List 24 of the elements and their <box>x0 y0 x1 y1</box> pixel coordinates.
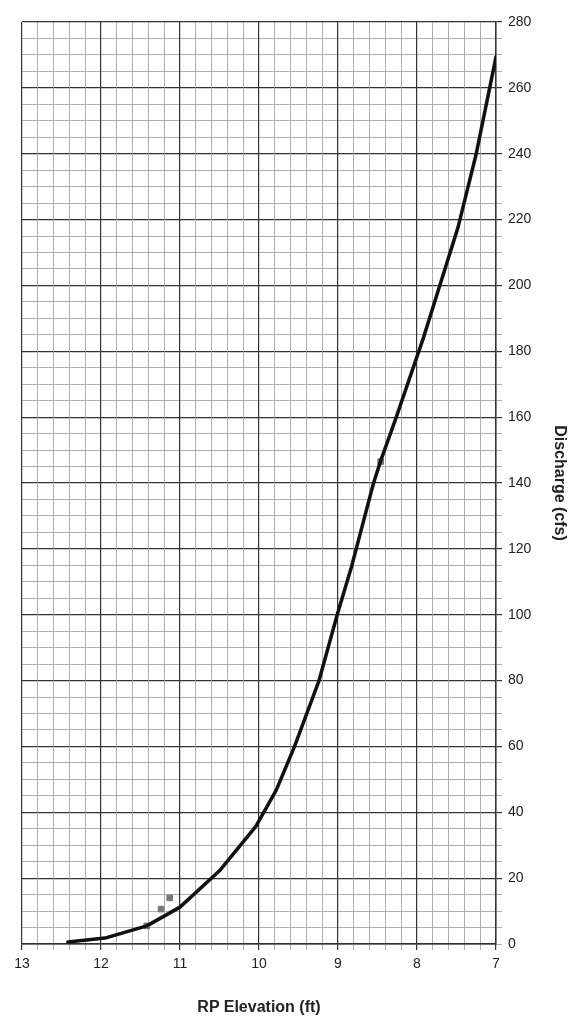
x-tick-label: 12 <box>93 955 109 972</box>
y-tick-label: 60 <box>508 737 524 754</box>
x-tick-label: 7 <box>492 955 501 972</box>
x-tick-label: 8 <box>413 955 422 972</box>
x-axis-title: RP Elevation (ft) <box>197 997 321 1015</box>
x-tick-label: 9 <box>334 955 343 972</box>
x-tick-label: 11 <box>172 955 188 972</box>
y-axis-title: Discharge (cfs) <box>551 425 569 541</box>
x-tick-label: 10 <box>251 955 267 972</box>
y-tick-label: 0 <box>508 934 516 951</box>
y-tick-label: 280 <box>508 12 532 29</box>
y-tick-label: 160 <box>508 408 532 424</box>
y-tick-label: 20 <box>508 869 524 885</box>
y-tick-label: 220 <box>508 210 532 227</box>
y-tick-label: 240 <box>508 144 532 161</box>
y-tick-label: 120 <box>508 539 532 556</box>
y-tick-label: 200 <box>508 276 532 293</box>
y-tick-label: 140 <box>508 473 532 490</box>
y-tick-label: 80 <box>508 671 524 688</box>
y-tick-label: 100 <box>508 605 532 622</box>
x-tick-label: 13 <box>14 955 30 972</box>
y-tick-label: 260 <box>508 78 532 95</box>
y-tick-label: 180 <box>508 342 532 359</box>
y-tick-label: 40 <box>508 803 524 820</box>
